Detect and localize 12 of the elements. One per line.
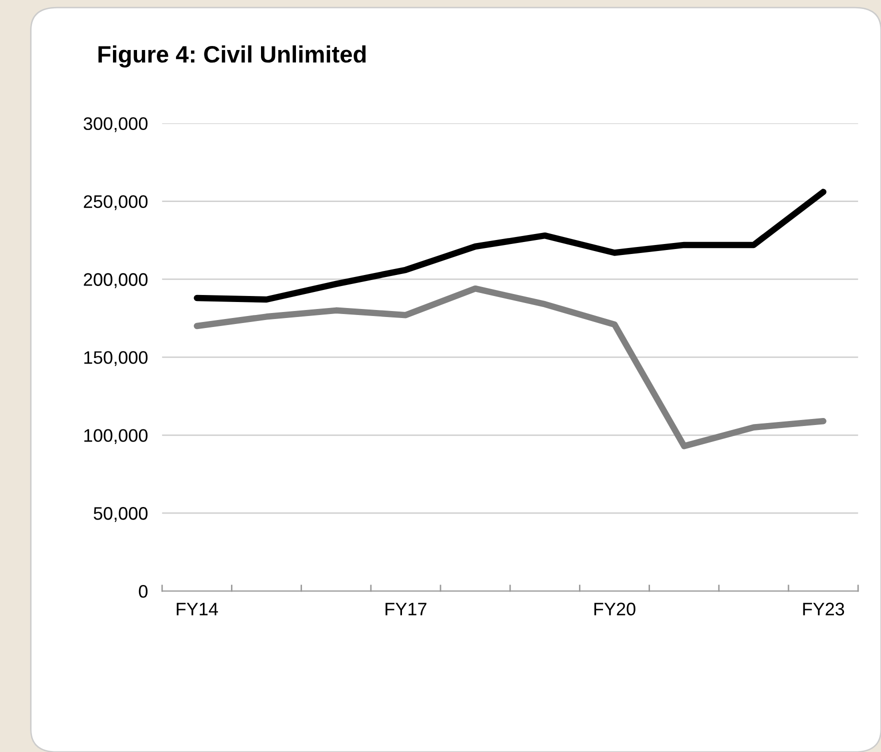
y-tick-label: 50,000 xyxy=(94,507,148,522)
y-tick-label: 200,000 xyxy=(84,273,148,288)
y-tick-label: 250,000 xyxy=(84,195,148,210)
x-tick-label: FY14 xyxy=(176,602,218,616)
x-tick-label: FY20 xyxy=(594,602,636,616)
y-tick-label: 150,000 xyxy=(84,351,148,366)
y-tick-label: 0 xyxy=(138,585,148,598)
y-tick-label: 300,000 xyxy=(84,117,148,132)
y-tick-label: 100,000 xyxy=(84,429,148,444)
x-tick-label: FY23 xyxy=(803,602,844,616)
chart-title: Figure 4: Civil Unlimited xyxy=(98,45,366,68)
x-tick-label: FY17 xyxy=(386,602,426,616)
